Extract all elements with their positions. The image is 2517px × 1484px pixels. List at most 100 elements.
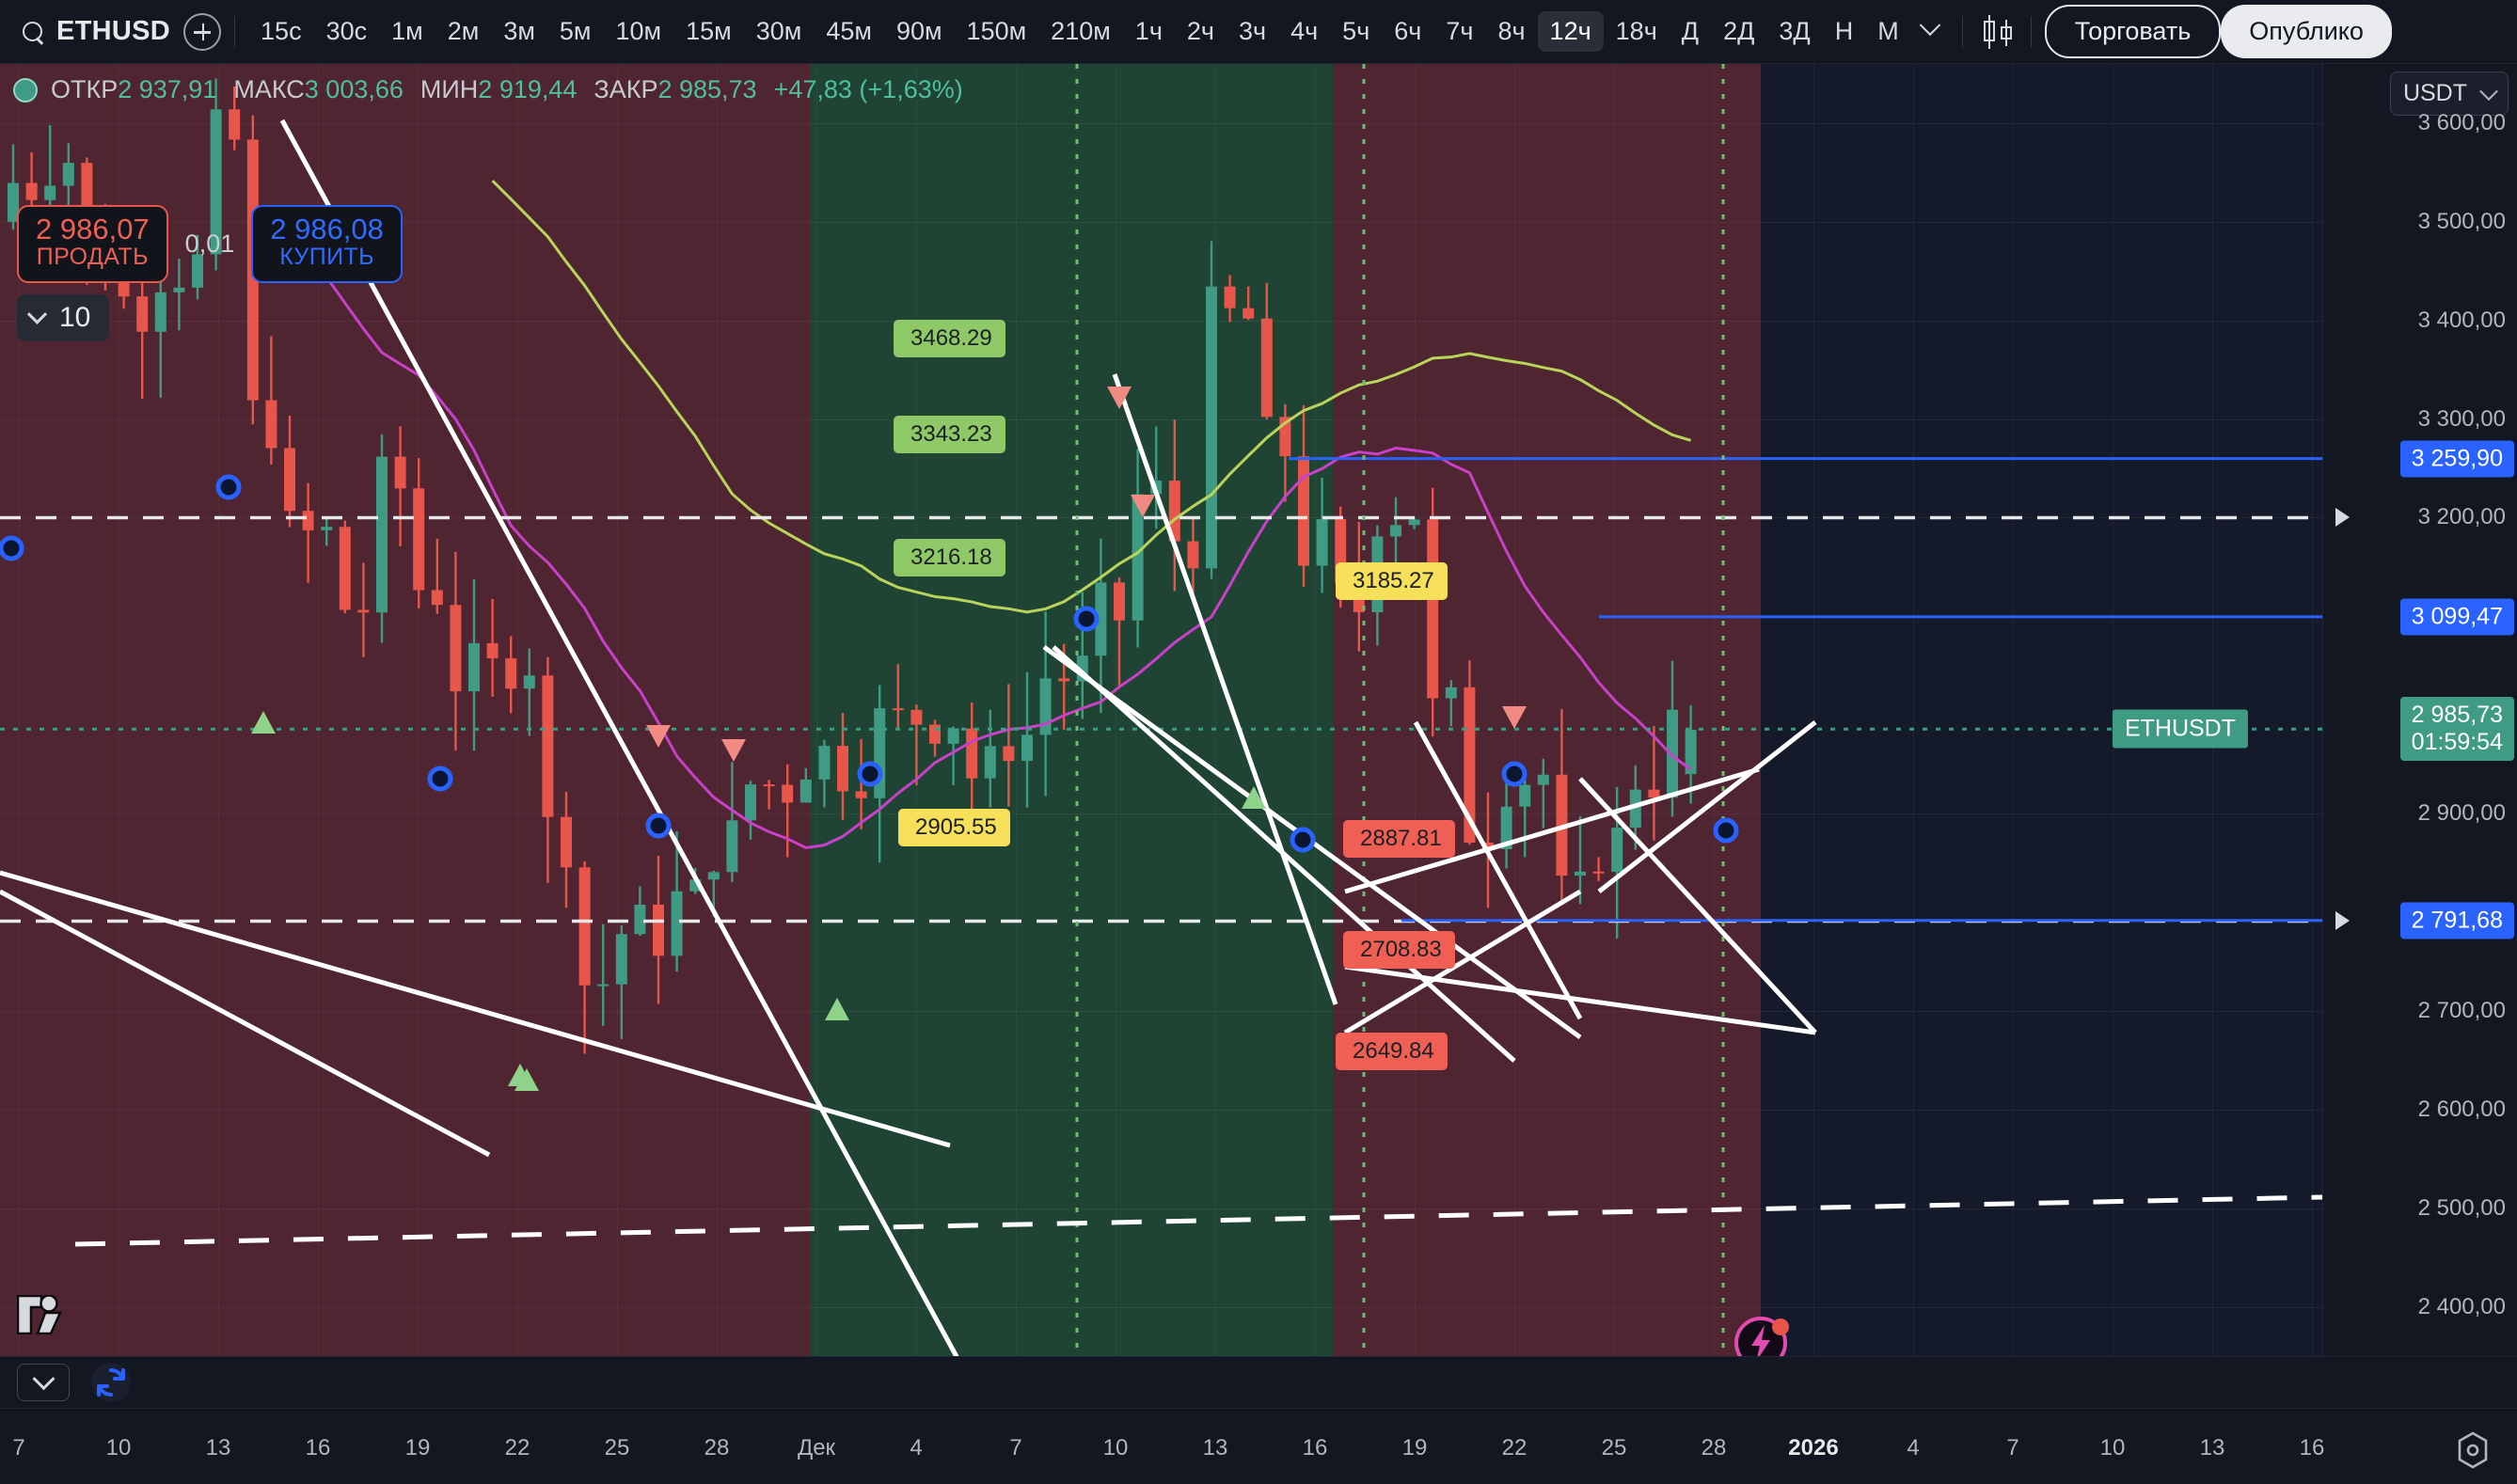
timeframe-15м[interactable]: 15м bbox=[686, 17, 732, 45]
timeframe-150м[interactable]: 150м bbox=[966, 17, 1027, 45]
sell-button[interactable]: 2 986,07 ПРОДАТЬ bbox=[17, 205, 168, 283]
close-value: 2 985,73 bbox=[657, 75, 757, 103]
chart-price-tag[interactable]: 3343.23 bbox=[894, 416, 1005, 453]
symbol-search-button[interactable]: ETHUSD bbox=[13, 8, 178, 55]
price-level-badge[interactable]: 2 791,68 bbox=[2399, 902, 2514, 939]
candlestick-icon[interactable] bbox=[1976, 13, 2018, 51]
low-value: 2 919,44 bbox=[478, 75, 578, 103]
timeframe-Д[interactable]: Д bbox=[1681, 17, 1700, 45]
time-scale-tick: 7 bbox=[1009, 1435, 1022, 1460]
timeframe-2м[interactable]: 2м bbox=[447, 17, 480, 45]
timeframe-2Д[interactable]: 2Д bbox=[1723, 17, 1755, 45]
grid-line-v bbox=[517, 64, 518, 1356]
grid-line-v bbox=[2013, 64, 2014, 1356]
grid-line-v bbox=[717, 64, 718, 1356]
time-scale-tick: 19 bbox=[404, 1435, 431, 1460]
trade-widget: 2 986,07 ПРОДАТЬ 0,01 2 986,08 КУПИТЬ bbox=[17, 205, 403, 283]
timeframe-30м[interactable]: 30м bbox=[755, 17, 802, 45]
buy-button[interactable]: 2 986,08 КУПИТЬ bbox=[251, 205, 403, 283]
session-zone-red-2 bbox=[1333, 64, 1761, 1356]
grid-line-h bbox=[0, 517, 2322, 519]
timeframe-4ч[interactable]: 4ч bbox=[1290, 17, 1319, 45]
timeframe-5м[interactable]: 5м bbox=[559, 17, 592, 45]
timeframe-3м[interactable]: 3м bbox=[503, 17, 535, 45]
timeframe-8ч[interactable]: 8ч bbox=[1497, 17, 1526, 45]
time-scale[interactable]: 7 10 13 16 19 22 25 28 Дек 4 7 10 13 16 19 22 25 28 2026 4 7… bbox=[0, 1408, 2517, 1484]
search-icon bbox=[21, 20, 45, 44]
chart-price-tag[interactable]: 3468.29 bbox=[894, 320, 1005, 357]
timeframe-12ч[interactable]: 12ч bbox=[1537, 11, 1604, 52]
add-symbol-button[interactable] bbox=[183, 12, 222, 51]
high-label: МАКС bbox=[233, 75, 305, 103]
level-arrow-icon bbox=[2335, 911, 2350, 931]
quantity-selector[interactable]: 10 bbox=[17, 294, 110, 341]
chart-price-tag[interactable]: 3185.27 bbox=[1336, 562, 1448, 600]
grid-line-v bbox=[916, 64, 917, 1356]
timeframe-5ч[interactable]: 5ч bbox=[1342, 17, 1370, 45]
time-scale-tick: 16 bbox=[305, 1435, 331, 1460]
timeframe-2ч[interactable]: 2ч bbox=[1186, 17, 1214, 45]
timeframe-1м[interactable]: 1м bbox=[391, 17, 423, 45]
level-arrow-icon bbox=[2335, 508, 2350, 528]
time-scale-tick: 25 bbox=[1601, 1435, 1627, 1460]
timeframe-Н[interactable]: Н bbox=[1834, 17, 1854, 45]
time-scale-tick: 7 bbox=[2006, 1435, 2019, 1460]
timeframe-10м[interactable]: 10м bbox=[615, 17, 662, 45]
refresh-icon[interactable] bbox=[90, 1362, 132, 1403]
time-scale-tick: 13 bbox=[1202, 1435, 1228, 1460]
series-dot-icon bbox=[13, 77, 38, 103]
chart-price-tag[interactable]: 2708.83 bbox=[1343, 931, 1455, 969]
timeframe-7ч[interactable]: 7ч bbox=[1446, 17, 1474, 45]
timeframe-15с[interactable]: 15с bbox=[261, 17, 302, 45]
time-scale-tick: 4 bbox=[1907, 1435, 1920, 1460]
timeframe-90м[interactable]: 90м bbox=[895, 17, 942, 45]
timeframe-list: 15с 30с 1м 2м 3м 5м 10м 15м 30м 45м 90м 150м 210м 1ч 2… bbox=[248, 11, 1911, 52]
currency-selector[interactable]: USDT bbox=[2389, 71, 2509, 116]
timeframe-3Д[interactable]: 3Д bbox=[1779, 17, 1811, 45]
time-scale-tick: 10 bbox=[2099, 1435, 2126, 1460]
time-scale-tick: 2026 bbox=[1788, 1435, 1839, 1460]
timeframe-45м[interactable]: 45м bbox=[826, 17, 872, 45]
chart-canvas[interactable]: ОТКР2 937,91 МАКС3 003,66 МИН2 919,44 ЗА… bbox=[0, 64, 2322, 1356]
lightning-bolt-icon[interactable] bbox=[1733, 1312, 1792, 1356]
timeframe-18ч[interactable]: 18ч bbox=[1615, 17, 1657, 45]
clock-icon[interactable] bbox=[2457, 1431, 2489, 1469]
chart-price-tag[interactable]: 2905.55 bbox=[898, 809, 1010, 846]
trade-button[interactable]: Торговать bbox=[2044, 5, 2222, 58]
time-scale-tick: 4 bbox=[910, 1435, 923, 1460]
last-price-badge[interactable]: 2 985,73 01:59:54 bbox=[2399, 697, 2514, 762]
timeframe-3ч[interactable]: 3ч bbox=[1238, 17, 1267, 45]
time-scale-tick: 22 bbox=[1501, 1435, 1528, 1460]
high-value: 3 003,66 bbox=[304, 75, 404, 103]
grid-line-v bbox=[1415, 64, 1416, 1356]
chevron-down-icon bbox=[31, 1366, 55, 1390]
price-scale-tick: 3 400,00 bbox=[2417, 307, 2506, 333]
price-level-badge[interactable]: 3 259,90 bbox=[2399, 440, 2514, 478]
price-level-badge[interactable]: 3 099,47 bbox=[2399, 598, 2514, 636]
timeframe-1ч[interactable]: 1ч bbox=[1134, 17, 1163, 45]
time-scale-tick: Дек bbox=[797, 1435, 836, 1460]
more-timeframes-button[interactable] bbox=[1911, 12, 1949, 51]
chart-price-tag[interactable]: 2887.81 bbox=[1343, 820, 1455, 858]
price-scale[interactable]: USDT 3 600,00 3 500,00 3 400,00 3 300,00 3 2… bbox=[2322, 64, 2517, 1356]
timeframe-6ч[interactable]: 6ч bbox=[1394, 17, 1422, 45]
symbol-label: ETHUSD bbox=[56, 16, 171, 46]
quantity-value: 10 bbox=[59, 302, 91, 333]
buy-label: КУПИТЬ bbox=[279, 244, 374, 271]
timeframe-М[interactable]: М bbox=[1877, 17, 1899, 45]
candle-countdown: 01:59:54 bbox=[2411, 729, 2503, 756]
collapse-panel-button[interactable] bbox=[17, 1364, 70, 1401]
currency-label: USDT bbox=[2402, 80, 2467, 106]
price-scale-tick: 2 600,00 bbox=[2417, 1096, 2506, 1122]
chart-price-tag[interactable]: 2649.84 bbox=[1336, 1033, 1448, 1070]
time-scale-tick: 25 bbox=[604, 1435, 630, 1460]
timeframe-210м[interactable]: 210м bbox=[1051, 17, 1111, 45]
grid-line-v bbox=[1315, 64, 1316, 1356]
price-scale-tick: 3 600,00 bbox=[2417, 109, 2506, 135]
publish-button[interactable]: Опублико bbox=[2221, 5, 2392, 58]
chart-price-tag[interactable]: 3216.18 bbox=[894, 539, 1005, 576]
sell-price: 2 986,07 bbox=[36, 213, 150, 245]
tradingview-logo bbox=[16, 1294, 73, 1339]
timeframe-30с[interactable]: 30с bbox=[325, 17, 368, 45]
